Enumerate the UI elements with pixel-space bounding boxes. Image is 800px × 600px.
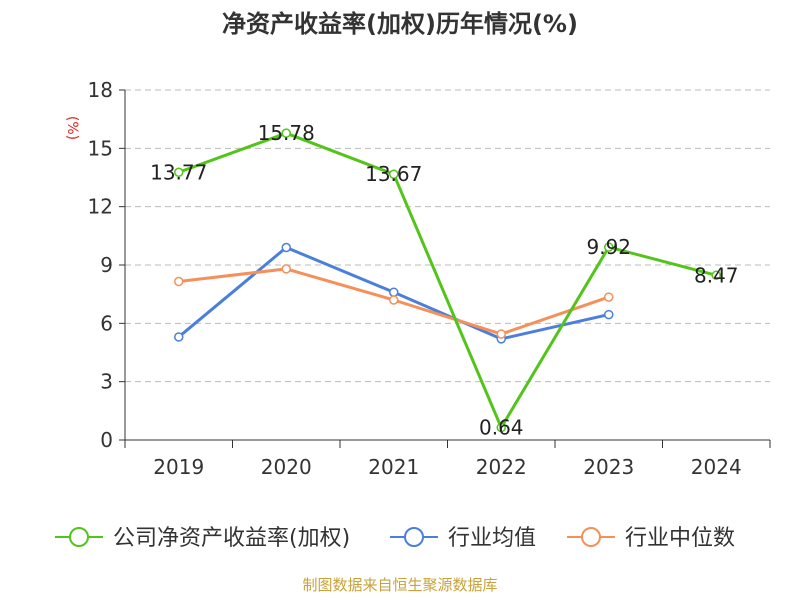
series-line	[178, 131, 717, 430]
axes: 0 3 6 9 12 15 18 2019 2020 2021 2022 2023 2024	[88, 78, 771, 479]
data-label: 13.67	[365, 162, 422, 186]
data-point	[389, 295, 399, 305]
source-note: 制图数据来自恒生聚源数据库	[302, 576, 497, 594]
x-tick-label: 2021	[368, 455, 419, 479]
legend-label: 行业中位数	[625, 526, 735, 551]
data-label: 13.77	[150, 160, 207, 184]
data-point	[604, 309, 614, 320]
legend-item: 行业均值	[390, 526, 536, 551]
data-label: 9.92	[586, 235, 631, 259]
x-tick-label: 2019	[153, 455, 204, 479]
x-tick-label: 2020	[261, 455, 312, 479]
y-tick-label: 3	[100, 370, 113, 394]
data-point	[389, 287, 399, 297]
y-tick-label: 15	[88, 136, 113, 160]
legend-swatch-marker	[581, 527, 601, 547]
series-company	[174, 128, 721, 433]
legend-item: 行业中位数	[567, 526, 735, 551]
data-point	[174, 276, 184, 287]
legend: 公司净资产收益率(加权) 行业均值 行业中位数	[55, 526, 735, 551]
data-point	[281, 264, 291, 274]
y-tick-label: 18	[88, 78, 113, 102]
data-point	[604, 242, 614, 252]
data-label: 0.64	[479, 416, 524, 440]
legend-label: 行业均值	[448, 526, 536, 551]
data-point	[174, 167, 184, 177]
series-industry-mean	[174, 242, 614, 344]
legend-label: 公司净资产收益率(加权)	[113, 526, 350, 551]
data-label: 8.47	[694, 263, 739, 287]
data-labels: 13.77 15.78 13.67 0.64 9.92 8.47	[150, 121, 738, 439]
legend-swatch-marker	[69, 527, 89, 547]
y-tick-label: 12	[88, 195, 113, 219]
chart-title: 净资产收益率(加权)历年情况(%)	[222, 10, 578, 38]
y-tick-label: 6	[100, 311, 113, 335]
x-tick-label: 2022	[476, 455, 527, 479]
data-point	[496, 329, 506, 339]
series-industry-median	[174, 264, 614, 339]
data-point	[496, 422, 506, 433]
x-tick-label: 2024	[691, 455, 742, 479]
y-tick-label: 9	[100, 253, 113, 277]
data-point	[711, 270, 721, 281]
data-point	[389, 169, 399, 179]
x-tick-label: 2023	[583, 455, 634, 479]
legend-swatch-marker	[404, 527, 424, 547]
data-point	[281, 242, 291, 253]
series-layer	[174, 128, 721, 433]
grid-lines	[125, 89, 770, 383]
y-tick-label: 0	[100, 428, 113, 452]
data-point	[174, 332, 184, 342]
legend-item: 公司净资产收益率(加权)	[55, 526, 350, 551]
data-point	[604, 292, 614, 302]
data-point	[281, 128, 291, 138]
y-axis-label: (%)	[64, 116, 80, 140]
data-label: 15.78	[258, 121, 315, 145]
